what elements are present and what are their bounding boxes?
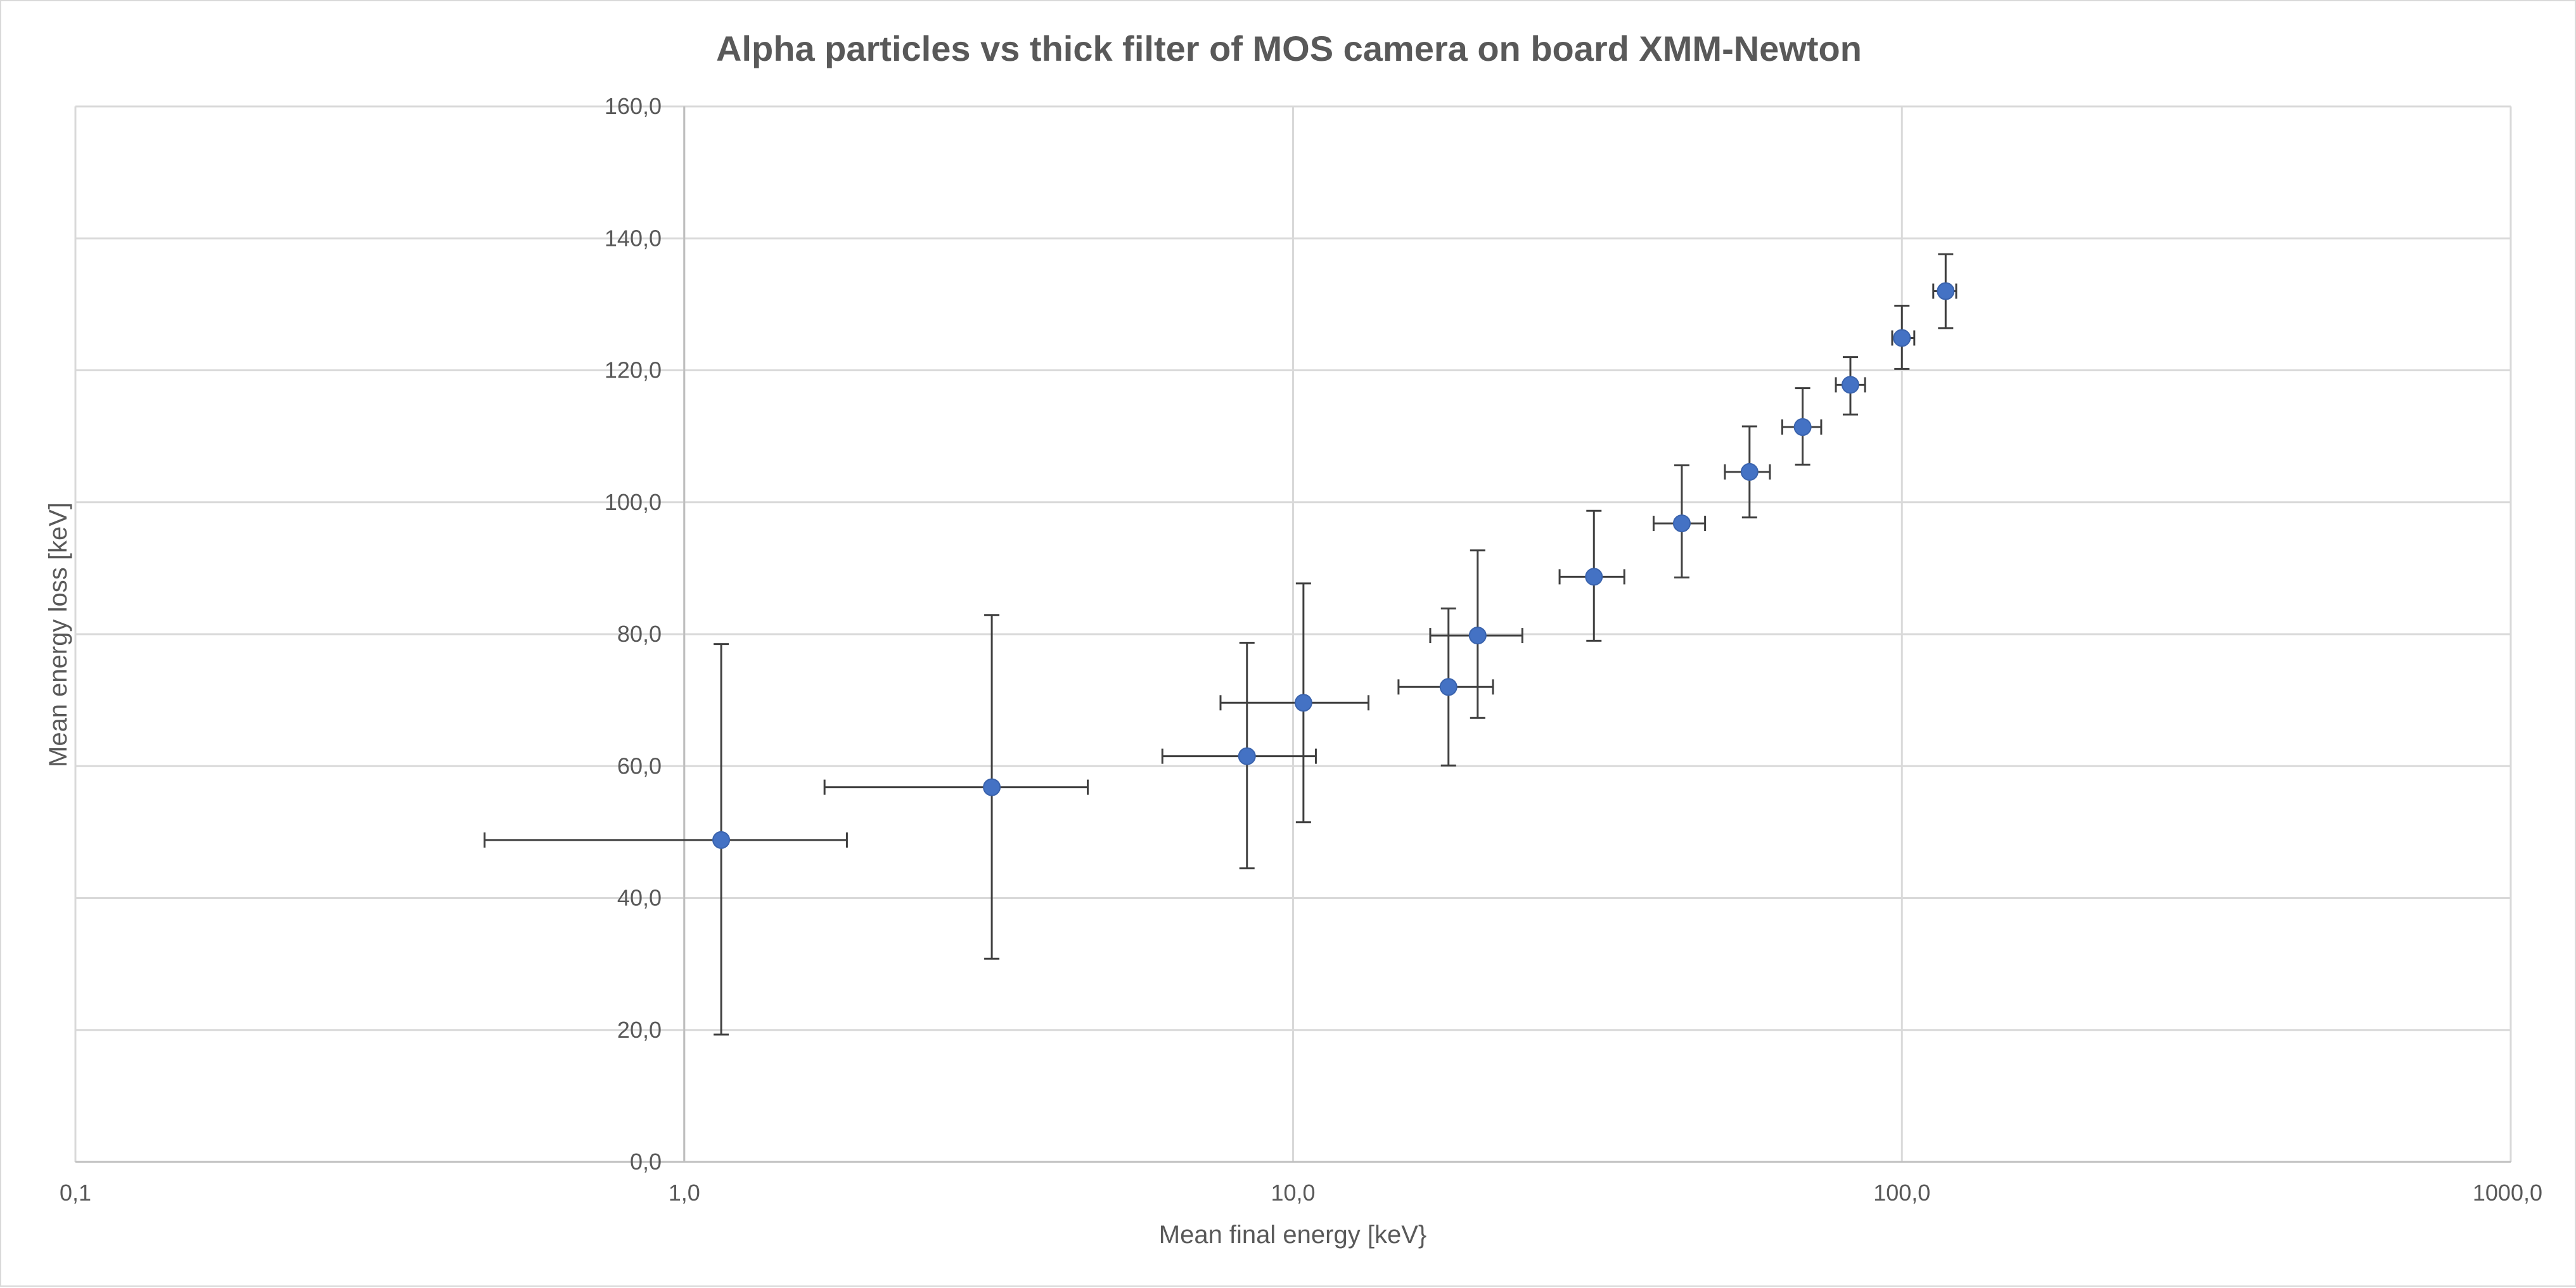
data-points: [712, 282, 1955, 849]
y-tick-label: 60,0: [617, 753, 662, 779]
x-axis-title: Mean final energy [keV}: [1159, 1221, 1426, 1249]
y-tick-label: 140,0: [605, 225, 662, 251]
data-point: [983, 778, 1001, 796]
data-point: [1793, 418, 1812, 437]
y-tick-label: 120,0: [605, 357, 662, 383]
data-point: [1294, 694, 1312, 712]
data-point: [712, 831, 731, 849]
x-tick-label: 1,0: [669, 1180, 700, 1206]
axes: [75, 106, 2511, 1163]
x-tick-label: 0,1: [60, 1180, 91, 1206]
data-point: [1439, 678, 1458, 696]
data-point: [1893, 329, 1911, 347]
y-axis-title: Mean energy loss [keV]: [44, 502, 72, 767]
y-tick-label: 40,0: [617, 885, 662, 911]
x-tick-label: 10,0: [1271, 1180, 1315, 1206]
data-point: [1468, 627, 1487, 645]
y-tick-label: 160,0: [605, 93, 662, 119]
data-point: [1841, 376, 1859, 394]
y-tick-label: 100,0: [605, 489, 662, 515]
data-point: [1672, 514, 1691, 533]
data-point: [1238, 747, 1256, 765]
x-tick-label: 100,0: [1873, 1180, 1930, 1206]
tick-labels: 0,0 20,0 40,0 60,0 80,0 100,0 120,0 140,0 160,0 0…: [60, 93, 2542, 1206]
y-tick-label: 80,0: [617, 621, 662, 647]
data-point: [1740, 462, 1759, 481]
data-point: [1937, 282, 1955, 300]
x-tick-label: 1000,0: [2473, 1180, 2542, 1206]
error-bars: [484, 253, 1958, 1036]
y-tick-label: 0,0: [630, 1149, 662, 1175]
data-point: [1585, 568, 1603, 586]
gridlines: [74, 105, 2512, 1162]
chart-title: Alpha particles vs thick filter of MOS c…: [716, 29, 1862, 68]
y-tick-label: 20,0: [617, 1017, 662, 1043]
